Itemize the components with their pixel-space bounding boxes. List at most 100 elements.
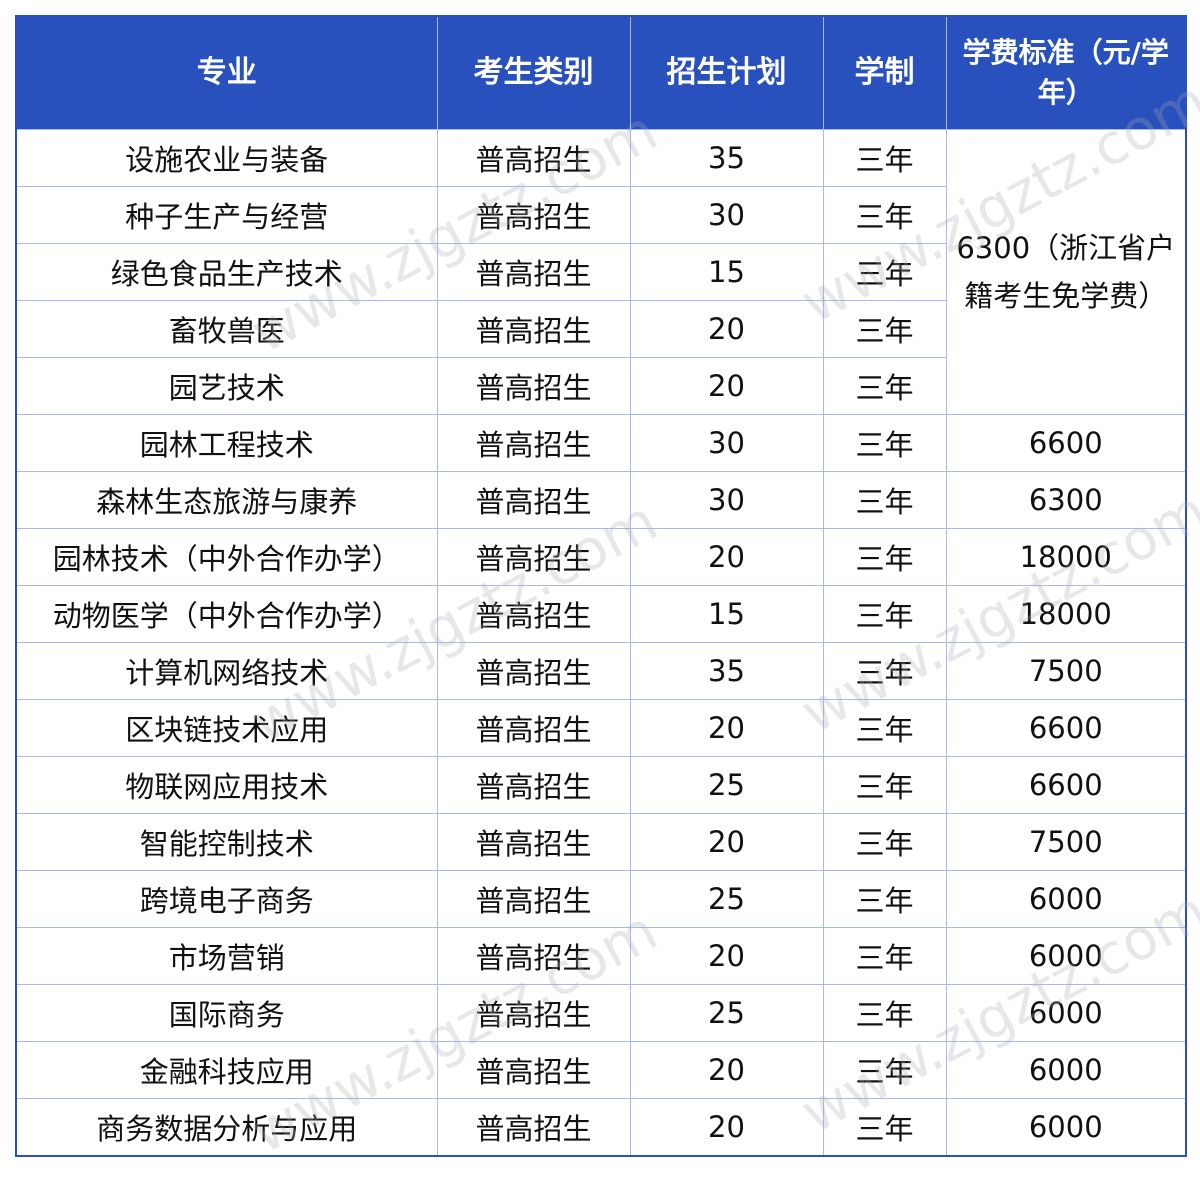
enrollment-table: 专业 考生类别 招生计划 学制 学费标准（元/学年） 设施农业与装备 普高招生 … <box>15 15 1187 1157</box>
cell-major: 智能控制技术 <box>15 813 438 871</box>
cell-plan: 25 <box>629 984 824 1042</box>
cell-plan: 20 <box>629 927 824 985</box>
cell-major: 国际商务 <box>15 984 438 1042</box>
cell-duration: 三年 <box>822 1098 947 1157</box>
header-row: 专业 考生类别 招生计划 学制 学费标准（元/学年） <box>15 15 1187 130</box>
cell-plan: 20 <box>629 357 824 415</box>
header-duration: 学制 <box>822 15 947 130</box>
cell-duration: 三年 <box>822 927 947 985</box>
cell-category: 普高招生 <box>436 699 631 757</box>
cell-fee: 7500 <box>945 813 1187 871</box>
cell-fee: 6600 <box>945 756 1187 814</box>
cell-duration: 三年 <box>822 642 947 700</box>
cell-duration: 三年 <box>822 129 947 187</box>
cell-major: 园艺技术 <box>15 357 438 415</box>
table-row: 智能控制技术 普高招生 20 三年 7500 <box>15 813 1187 871</box>
cell-major: 区块链技术应用 <box>15 699 438 757</box>
table-row: 商务数据分析与应用 普高招生 20 三年 6000 <box>15 1098 1187 1157</box>
cell-category: 普高招生 <box>436 357 631 415</box>
table-row: 园林技术（中外合作办学） 普高招生 20 三年 18000 <box>15 528 1187 586</box>
enrollment-table-container: 专业 考生类别 招生计划 学制 学费标准（元/学年） 设施农业与装备 普高招生 … <box>15 15 1187 1157</box>
cell-duration: 三年 <box>822 813 947 871</box>
cell-major: 市场营销 <box>15 927 438 985</box>
cell-major: 森林生态旅游与康养 <box>15 471 438 529</box>
cell-fee: 18000 <box>945 528 1187 586</box>
cell-category: 普高招生 <box>436 414 631 472</box>
table-row: 金融科技应用 普高招生 20 三年 6000 <box>15 1041 1187 1099</box>
cell-fee: 6000 <box>945 1098 1187 1157</box>
cell-fee: 6300 <box>945 471 1187 529</box>
header-major: 专业 <box>15 15 438 130</box>
table-row: 畜牧兽医 普高招生 20 三年 <box>15 300 1186 358</box>
cell-category: 普高招生 <box>436 642 631 700</box>
cell-fee: 6000 <box>945 984 1187 1042</box>
cell-duration: 三年 <box>822 357 947 415</box>
cell-duration: 三年 <box>822 984 947 1042</box>
table-row: 园艺技术 普高招生 20 三年 <box>15 357 1186 415</box>
cell-plan: 30 <box>629 471 824 529</box>
cell-duration: 三年 <box>822 186 947 244</box>
table-header: 专业 考生类别 招生计划 学制 学费标准（元/学年） <box>15 15 1187 130</box>
cell-category: 普高招生 <box>436 300 631 358</box>
table-row: 物联网应用技术 普高招生 25 三年 6600 <box>15 756 1187 814</box>
header-category: 考生类别 <box>436 15 631 130</box>
cell-fee: 18000 <box>945 585 1187 643</box>
cell-plan: 30 <box>629 414 824 472</box>
cell-category: 普高招生 <box>436 927 631 985</box>
cell-duration: 三年 <box>822 699 947 757</box>
cell-category: 普高招生 <box>436 756 631 814</box>
cell-major: 园林技术（中外合作办学） <box>15 528 438 586</box>
cell-fee: 6000 <box>945 870 1187 928</box>
cell-category: 普高招生 <box>436 528 631 586</box>
table-row: 设施农业与装备 普高招生 35 三年 6300（浙江省户籍考生免学费） <box>15 129 1187 415</box>
cell-major: 绿色食品生产技术 <box>15 243 438 301</box>
cell-category: 普高招生 <box>436 1041 631 1099</box>
cell-category: 普高招生 <box>436 813 631 871</box>
cell-major: 动物医学（中外合作办学） <box>15 585 438 643</box>
cell-plan: 20 <box>629 300 824 358</box>
table-row: 跨境电子商务 普高招生 25 三年 6000 <box>15 870 1187 928</box>
table-row: 森林生态旅游与康养 普高招生 30 三年 6300 <box>15 471 1187 529</box>
cell-plan: 20 <box>629 699 824 757</box>
cell-major: 金融科技应用 <box>15 1041 438 1099</box>
table-row: 区块链技术应用 普高招生 20 三年 6600 <box>15 699 1187 757</box>
cell-plan: 20 <box>629 813 824 871</box>
cell-category: 普高招生 <box>436 129 631 187</box>
cell-major: 设施农业与装备 <box>15 129 438 187</box>
cell-major: 计算机网络技术 <box>15 642 438 700</box>
table-row: 园林工程技术 普高招生 30 三年 6600 <box>15 414 1187 472</box>
cell-category: 普高招生 <box>436 471 631 529</box>
table-row: 动物医学（中外合作办学） 普高招生 15 三年 18000 <box>15 585 1187 643</box>
cell-category: 普高招生 <box>436 186 631 244</box>
cell-plan: 15 <box>629 585 824 643</box>
cell-plan: 15 <box>629 243 824 301</box>
cell-plan: 30 <box>629 186 824 244</box>
cell-fee-merged: 6300（浙江省户籍考生免学费） <box>945 129 1187 415</box>
cell-plan: 20 <box>629 528 824 586</box>
header-plan: 招生计划 <box>629 15 824 130</box>
cell-plan: 25 <box>629 756 824 814</box>
cell-category: 普高招生 <box>436 1098 631 1157</box>
cell-plan: 20 <box>629 1041 824 1099</box>
cell-fee: 6600 <box>945 414 1187 472</box>
header-fee: 学费标准（元/学年） <box>945 15 1187 130</box>
table-body: 设施农业与装备 普高招生 35 三年 6300（浙江省户籍考生免学费） 种子生产… <box>15 129 1187 1157</box>
cell-duration: 三年 <box>822 756 947 814</box>
table-row: 市场营销 普高招生 20 三年 6000 <box>15 927 1187 985</box>
cell-duration: 三年 <box>822 870 947 928</box>
cell-fee: 6600 <box>945 699 1187 757</box>
cell-major: 园林工程技术 <box>15 414 438 472</box>
table-row: 国际商务 普高招生 25 三年 6000 <box>15 984 1187 1042</box>
cell-duration: 三年 <box>822 585 947 643</box>
cell-major: 种子生产与经营 <box>15 186 438 244</box>
cell-category: 普高招生 <box>436 870 631 928</box>
cell-plan: 35 <box>629 642 824 700</box>
cell-plan: 20 <box>629 1098 824 1157</box>
cell-fee: 7500 <box>945 642 1187 700</box>
cell-plan: 25 <box>629 870 824 928</box>
cell-duration: 三年 <box>822 300 947 358</box>
cell-category: 普高招生 <box>436 243 631 301</box>
cell-major: 商务数据分析与应用 <box>15 1098 438 1157</box>
cell-category: 普高招生 <box>436 984 631 1042</box>
cell-duration: 三年 <box>822 414 947 472</box>
